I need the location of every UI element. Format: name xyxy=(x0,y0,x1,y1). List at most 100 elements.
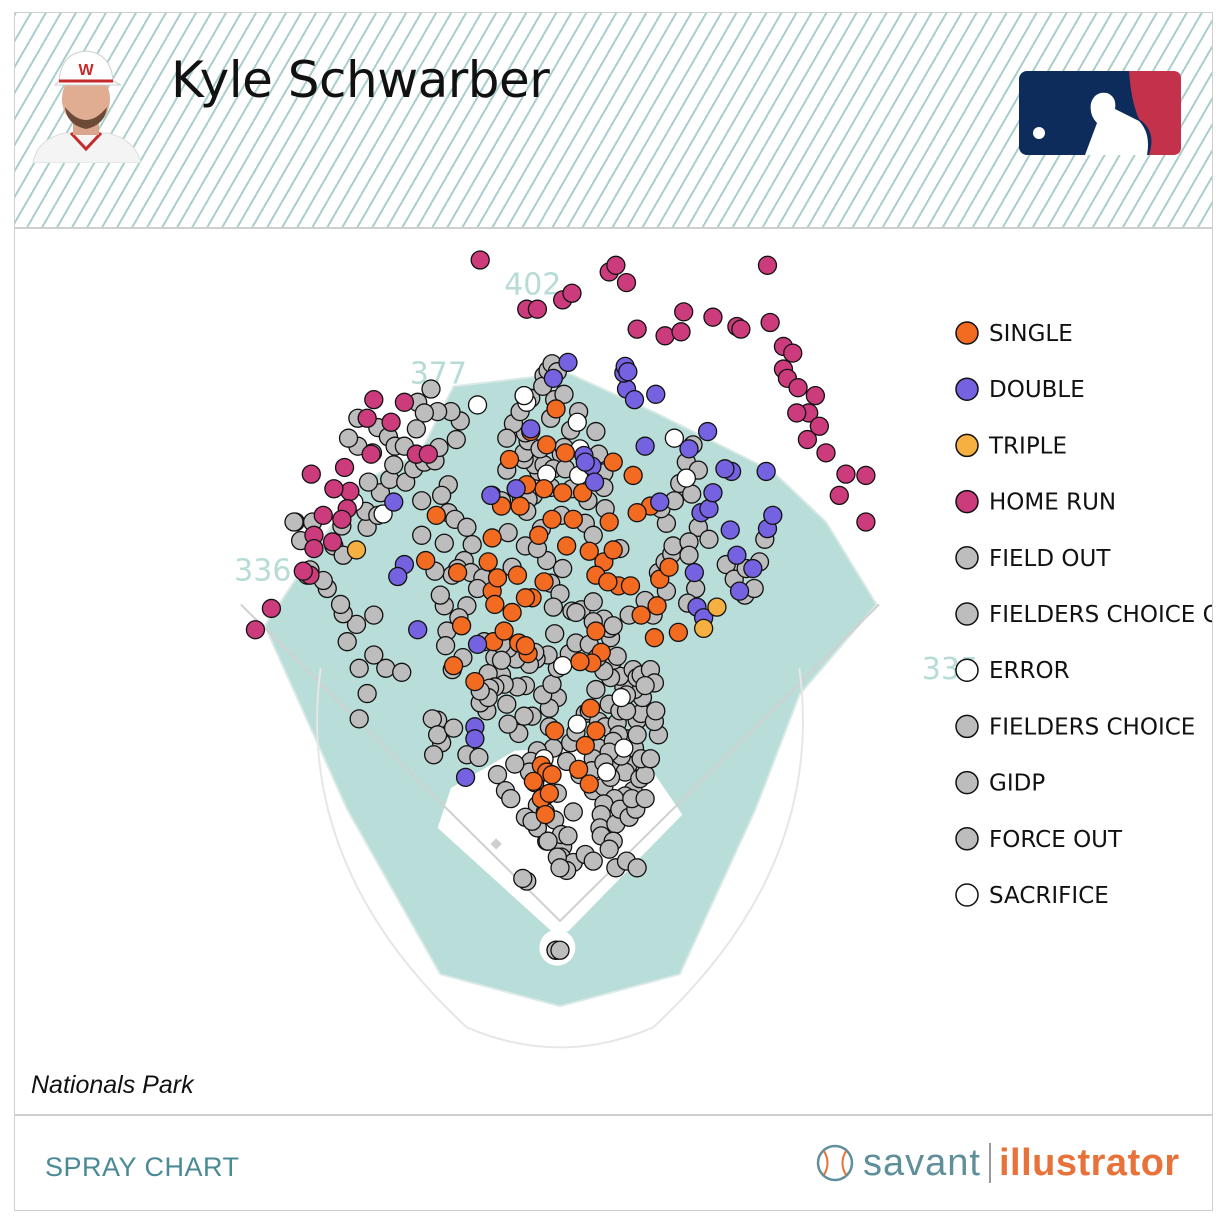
hit-point-single xyxy=(494,621,514,641)
hit-point-home-run xyxy=(671,322,691,342)
hit-point-double xyxy=(697,421,718,442)
hit-point-out xyxy=(583,851,603,871)
hit-point-out xyxy=(542,674,562,694)
hit-point-single xyxy=(575,735,595,756)
legend-label-triple: TRIPLE xyxy=(988,433,1067,459)
hit-point-out xyxy=(427,725,448,745)
hit-point-double xyxy=(388,566,408,587)
hit-point-single xyxy=(523,771,544,791)
savant-illustrator-logo: savant illustrator xyxy=(815,1140,1180,1186)
points-layer xyxy=(245,250,876,960)
hit-point-single xyxy=(579,774,599,794)
hit-point-out xyxy=(679,545,699,565)
hit-point-single xyxy=(545,721,565,741)
legend-label-fielders-choice: FIELDERS CHOICE xyxy=(989,714,1195,740)
footer: SPRAY CHART savant illustrator xyxy=(15,1114,1212,1210)
player-headshot: W xyxy=(32,50,142,163)
hit-point-home-run xyxy=(829,485,849,506)
hit-point-home-run xyxy=(324,479,344,499)
hit-point-home-run xyxy=(527,299,548,319)
hit-point-out xyxy=(412,491,432,511)
hit-point-home-run xyxy=(760,312,780,333)
hit-point-home-run xyxy=(787,403,807,423)
hit-point-error xyxy=(567,412,587,432)
hit-point-single xyxy=(478,552,498,572)
hit-point-single xyxy=(631,605,651,625)
hit-point-double xyxy=(543,368,563,389)
hit-point-out xyxy=(406,419,427,439)
hit-point-home-run xyxy=(616,272,637,293)
legend-marker-field-out xyxy=(955,546,979,570)
hit-point-out xyxy=(513,868,533,889)
hit-point-single xyxy=(507,565,528,585)
legend-label-sacrifice: SACRIFICE xyxy=(989,883,1109,909)
hit-point-single xyxy=(599,512,619,532)
hit-point-single xyxy=(586,621,606,641)
hit-point-home-run xyxy=(783,343,803,363)
hit-point-home-run xyxy=(788,378,808,398)
hit-point-single xyxy=(534,479,554,499)
hit-point-out xyxy=(392,662,412,682)
hit-point-single xyxy=(534,572,554,592)
hit-point-single xyxy=(426,505,446,526)
hit-point-out xyxy=(421,379,441,399)
hit-point-out xyxy=(422,709,442,729)
hit-point-out xyxy=(607,646,627,666)
hit-point-error xyxy=(514,385,534,406)
hit-point-error xyxy=(664,428,685,448)
hit-point-single xyxy=(539,783,560,803)
hit-point-home-run xyxy=(304,538,324,559)
hit-point-out xyxy=(338,428,359,448)
hit-point-single xyxy=(482,528,502,548)
hit-point-single xyxy=(572,483,593,503)
legend-marker-double xyxy=(955,377,979,401)
hit-point-single xyxy=(603,540,623,560)
hit-point-home-run xyxy=(261,598,282,619)
legend-marker-sacrifice xyxy=(955,883,979,907)
hit-point-home-run xyxy=(361,444,381,464)
hit-point-out xyxy=(364,645,384,665)
hit-point-single xyxy=(537,435,557,455)
hit-point-home-run xyxy=(627,319,647,339)
hit-point-out xyxy=(357,683,377,704)
hit-point-triple xyxy=(707,597,727,617)
hit-point-out xyxy=(330,594,351,615)
brand-illustrator: illustrator xyxy=(998,1141,1180,1184)
hit-point-double xyxy=(720,520,740,540)
hit-point-double xyxy=(729,581,750,601)
hit-point-out xyxy=(412,525,432,545)
hit-point-triple xyxy=(346,540,367,560)
hit-point-out xyxy=(640,749,661,769)
hit-point-single xyxy=(542,509,562,529)
hit-point-out xyxy=(635,765,655,785)
hit-point-out xyxy=(550,858,570,878)
hit-point-triple xyxy=(693,618,714,639)
hit-point-out xyxy=(558,826,578,846)
hit-point-error xyxy=(553,655,573,676)
hit-point-error xyxy=(614,738,634,758)
hit-point-single xyxy=(546,399,566,419)
third-base xyxy=(490,838,502,850)
hit-point-out xyxy=(663,536,683,556)
hit-point-double xyxy=(763,505,783,526)
hit-point-out xyxy=(635,675,655,696)
hit-point-out xyxy=(583,525,603,545)
legend-label-home-run: HOME RUN xyxy=(989,490,1116,516)
hit-point-home-run xyxy=(332,509,352,529)
hit-point-out xyxy=(284,512,304,532)
hit-point-home-run xyxy=(797,429,818,450)
hit-point-double xyxy=(584,472,605,492)
hit-point-single xyxy=(416,550,436,571)
hit-point-out xyxy=(414,403,434,423)
hit-point-out xyxy=(498,714,518,734)
hit-point-single xyxy=(515,588,536,608)
legend-label-gidp: GIDP xyxy=(989,771,1045,797)
hit-point-out xyxy=(487,765,508,785)
hit-point-double xyxy=(465,729,485,749)
hit-point-single xyxy=(487,568,508,588)
hit-point-home-run xyxy=(394,392,415,412)
hit-point-out xyxy=(553,558,573,579)
mlb-logo xyxy=(1019,71,1181,155)
hit-point-single xyxy=(668,622,689,643)
hit-point-single xyxy=(499,449,520,470)
